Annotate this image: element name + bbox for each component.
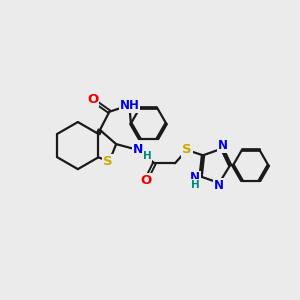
- Text: NH: NH: [119, 99, 139, 112]
- Text: N: N: [133, 143, 143, 157]
- Text: S: S: [182, 143, 192, 157]
- Text: H: H: [143, 152, 152, 161]
- Text: S: S: [103, 155, 113, 168]
- Text: H: H: [191, 180, 200, 190]
- Text: N: N: [190, 172, 200, 184]
- Text: O: O: [87, 93, 98, 106]
- Text: N: N: [214, 179, 224, 192]
- Text: O: O: [140, 174, 151, 188]
- Text: N: N: [218, 139, 228, 152]
